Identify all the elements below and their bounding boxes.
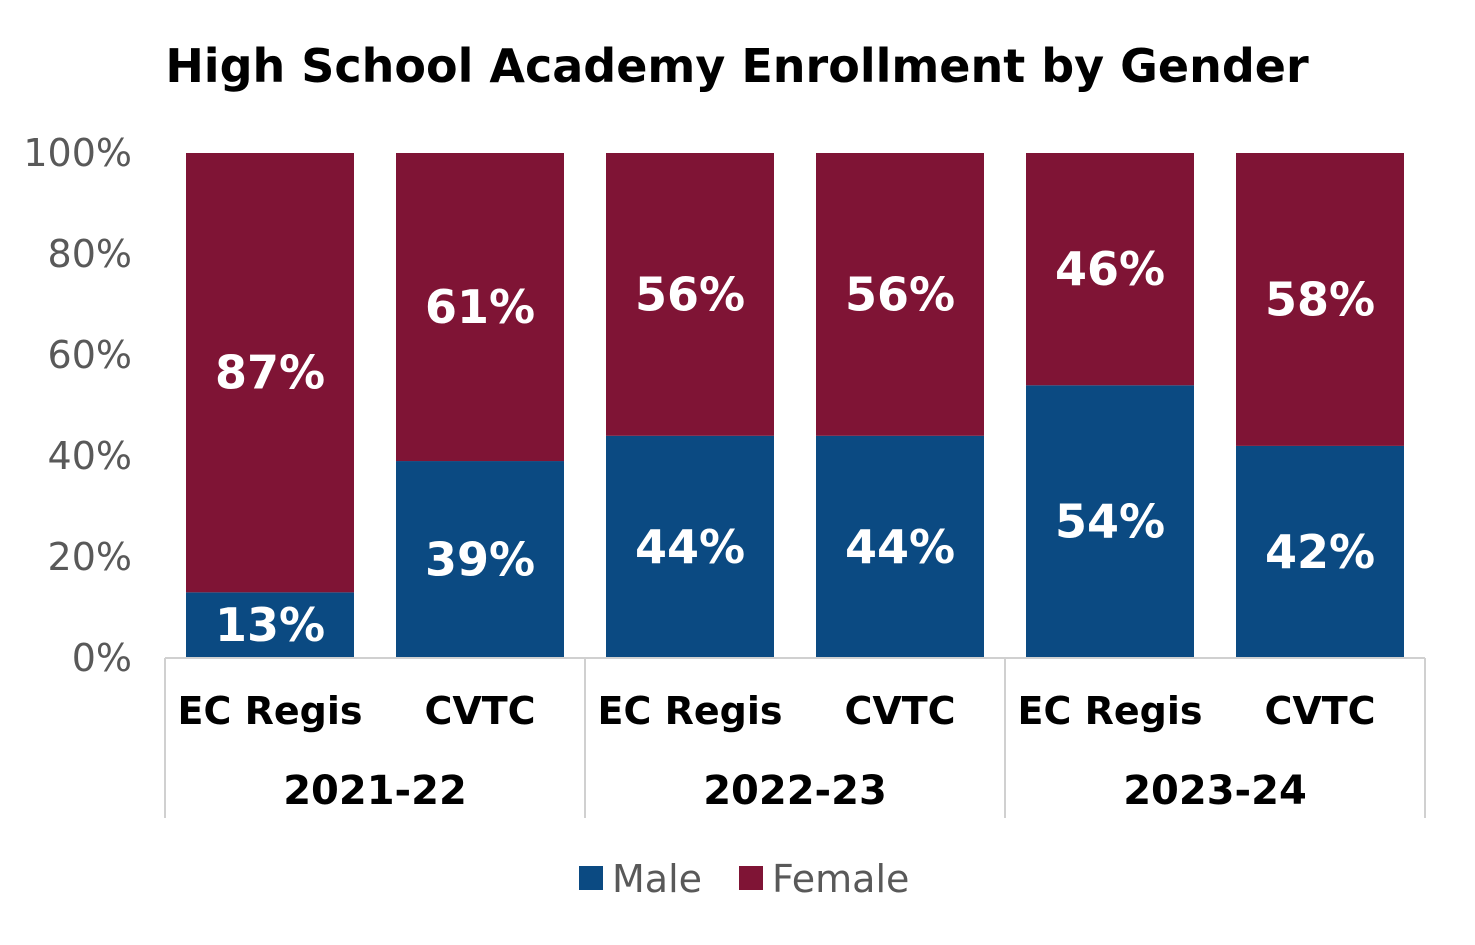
legend: Male Female [579,857,909,901]
y-axis: 0% 20% 40% 60% 80% 100% [23,131,132,680]
y-tick-label: 0% [72,636,132,680]
legend-label-female: Female [772,857,909,901]
data-label-female: 61% [425,280,535,334]
group-label: 2021-22 [283,768,467,814]
group-label: 2022-23 [703,768,887,814]
category-label: EC Regis [178,689,363,733]
category-label: EC Regis [598,689,783,733]
y-tick-label: 20% [48,535,132,579]
y-tick-label: 40% [48,434,132,478]
bar-segment-female [186,153,354,593]
y-tick-label: 80% [48,232,132,276]
category-label: EC Regis [1018,689,1203,733]
bar-segment-female [396,153,564,462]
data-label-female: 58% [1265,272,1375,326]
data-label-female: 87% [215,346,325,400]
data-label-male: 54% [1055,495,1165,549]
bar-segment-male [186,592,354,658]
group-label: 2023-24 [1123,768,1307,814]
data-label-male: 44% [635,520,745,574]
category-label: CVTC [844,689,955,733]
y-tick-label: 60% [48,333,132,377]
bar-segment-male [816,435,984,658]
bar-segment-female [606,153,774,436]
bar-segment-male [396,461,564,658]
data-label-male: 42% [1265,525,1375,579]
bar-segment-female [1026,153,1194,386]
data-label-male: 39% [425,533,535,587]
category-label: CVTC [424,689,535,733]
bar-segment-male [606,435,774,658]
data-label-female: 56% [635,267,745,321]
bar-segment-female [1236,153,1404,446]
data-label-female: 46% [1055,242,1165,296]
x-axis: EC Regis CVTC 2021-22 EC Regis CVTC 2022-23 EC… [164,657,1426,818]
category-label: CVTC [1264,689,1375,733]
legend-label-male: Male [612,857,702,901]
bar-segment-male [1026,385,1194,658]
y-tick-label: 100% [23,131,132,175]
data-label-female: 56% [845,267,955,321]
data-label-male: 13% [215,598,325,652]
data-label-male: 44% [845,520,955,574]
legend-swatch-male [579,866,603,890]
bar-segment-female [816,153,984,436]
bars: 13% 87% 39% 61% 44% 56% 44% 56% 54% 46% 42% 58% [186,153,1404,658]
bar-segment-male [1236,445,1404,658]
chart-title: High School Academy Enrollment by Gender [165,39,1309,93]
legend-swatch-female [739,866,763,890]
